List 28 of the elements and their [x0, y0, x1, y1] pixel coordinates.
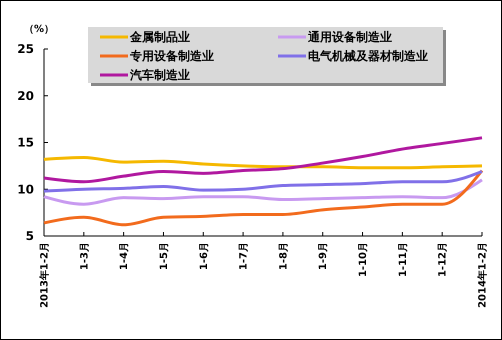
x-tick-label: 2013年1-2月: [38, 242, 50, 308]
y-tick-label: 20: [17, 88, 34, 103]
line-series: [42, 156, 484, 170]
y-tick-label: 10: [17, 182, 34, 196]
line-series: [42, 178, 484, 206]
legend-label: 金属制品业: [129, 30, 190, 44]
line-series: [42, 169, 484, 226]
y-tick-label: 15: [17, 136, 34, 150]
y-tick-label: 25: [17, 42, 34, 56]
legend-label: 电气机械及器材制造业: [308, 49, 428, 64]
x-tick-label: 1-6月: [198, 242, 210, 270]
legend-label: 专用设备制造业: [129, 49, 214, 64]
line-series: [42, 170, 484, 193]
x-tick-label: 1-4月: [119, 242, 130, 270]
x-tick-label: 1-5月: [158, 242, 170, 270]
x-tick-label: 1-11月: [398, 242, 409, 278]
x-tick-label: 1-12月: [438, 242, 449, 278]
x-tick-label: 1-9月: [318, 242, 330, 270]
x-tick-label: 1-8月: [278, 242, 290, 270]
line-series: [42, 136, 484, 184]
legend-label: 汽车制造业: [129, 68, 190, 82]
y-axis-title: （%）: [24, 24, 54, 35]
x-tick-label: 2014年1-2月: [476, 242, 488, 308]
x-tick-label: 1-3月: [79, 242, 90, 270]
legend-label: 通用设备制造业: [307, 30, 392, 44]
x-tick-label: 1-7月: [238, 242, 250, 270]
y-tick-label: 5: [26, 229, 34, 244]
x-tick-label: 1-10月: [358, 242, 370, 278]
